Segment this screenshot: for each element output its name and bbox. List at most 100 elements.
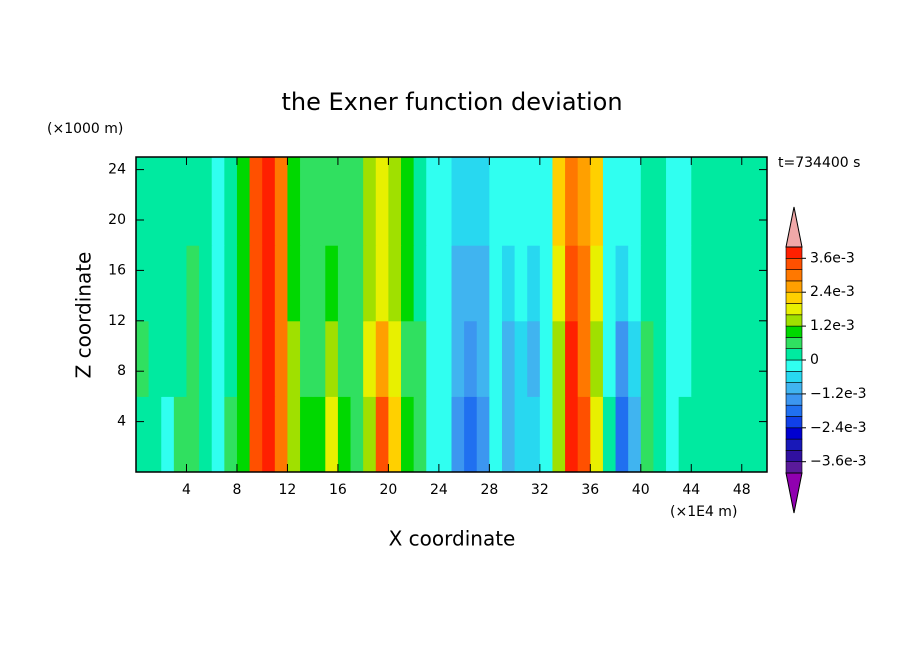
- colorbar-band: [785, 393, 803, 406]
- colorbar-tick-label: 0: [810, 352, 819, 368]
- x-tick-label: 44: [682, 482, 700, 498]
- contour-cell: [337, 320, 352, 397]
- contour-cell: [224, 157, 238, 246]
- contour-cell: [741, 245, 755, 322]
- contour-cell: [729, 157, 743, 246]
- contour-cell: [678, 396, 692, 473]
- contour-cell: [426, 396, 440, 473]
- contour-cell: [401, 320, 415, 397]
- contour-cell: [173, 245, 187, 322]
- contour-cell: [161, 157, 175, 246]
- contour-cell: [287, 157, 301, 246]
- contour-cell: [274, 245, 288, 322]
- contour-cell: [514, 245, 528, 322]
- x-tick-label: 40: [632, 482, 650, 498]
- contour-cell: [476, 320, 490, 397]
- contour-cell: [514, 396, 528, 473]
- contour-cell: [438, 245, 452, 322]
- contour-cell: [678, 245, 692, 322]
- x-tick-label: 8: [232, 482, 241, 498]
- x-tick-label: 32: [531, 482, 549, 498]
- contour-cell: [666, 396, 680, 473]
- contour-cell: [363, 320, 377, 397]
- contour-cell: [501, 157, 516, 246]
- contour-cell: [716, 396, 730, 473]
- contour-cell: [249, 157, 263, 246]
- y-tick-label: 4: [117, 414, 126, 430]
- contour-cell: [590, 396, 604, 473]
- contour-cell: [539, 396, 553, 473]
- contour-cell: [438, 396, 452, 473]
- colorbar-band: [785, 461, 803, 474]
- contour-cell: [451, 245, 465, 322]
- contour-cell: [236, 245, 251, 322]
- contour-cell: [211, 320, 225, 397]
- contour-cell: [628, 320, 642, 397]
- colorbar-tick-label: −1.2e-3: [810, 386, 867, 402]
- contour-cell: [653, 245, 667, 322]
- contour-cell: [653, 157, 667, 246]
- contour-cell: [199, 320, 213, 397]
- x-tick-label: 4: [182, 482, 191, 498]
- contour-cell: [350, 320, 364, 397]
- contour-cell: [287, 396, 301, 473]
- chart-title: the Exner function deviation: [281, 88, 622, 116]
- contour-cell: [729, 396, 743, 473]
- contour-cell: [552, 157, 566, 246]
- contour-cell: [438, 157, 452, 246]
- contour-cell: [199, 157, 213, 246]
- contour-cell: [426, 245, 440, 322]
- colorbar-band: [785, 280, 803, 293]
- contour-cell: [161, 396, 175, 473]
- contour-cell: [186, 320, 200, 397]
- contour-cell: [224, 245, 238, 322]
- contour-cell: [666, 245, 680, 322]
- contour-cell: [577, 320, 591, 397]
- contour-cell: [148, 396, 162, 473]
- contour-cell: [224, 320, 238, 397]
- contour-cell: [602, 157, 617, 246]
- contour-cell: [640, 157, 654, 246]
- contour-cell: [552, 245, 566, 322]
- contour-cell: [577, 396, 591, 473]
- contour-cell: [375, 320, 389, 397]
- contour-cell: [262, 157, 276, 246]
- contour-cell: [161, 320, 175, 397]
- contour-cell: [274, 396, 288, 473]
- contour-cell: [136, 396, 150, 473]
- colorbar-band: [785, 404, 803, 417]
- time-label: t=734400 s: [778, 155, 860, 171]
- contour-cell: [173, 320, 187, 397]
- contour-cell: [527, 396, 541, 473]
- x-tick-label: 12: [279, 482, 297, 498]
- contour-cell: [514, 320, 528, 397]
- contour-cell: [413, 157, 427, 246]
- contour-cell: [337, 245, 352, 322]
- contour-cell: [691, 245, 705, 322]
- contour-cell: [173, 396, 187, 473]
- contour-cell: [300, 245, 314, 322]
- contour-cell: [476, 157, 490, 246]
- contour-cell: [148, 320, 162, 397]
- x-tick-label: 48: [733, 482, 751, 498]
- contour-cell: [754, 396, 768, 473]
- y-unit: (×1000 m): [47, 121, 123, 137]
- contour-cell: [337, 157, 352, 246]
- colorbar-band: [785, 427, 803, 440]
- contour-cell: [350, 245, 364, 322]
- contour-cell: [375, 157, 389, 246]
- colorbar-tick-label: 3.6e-3: [810, 250, 855, 266]
- colorbar-band: [785, 291, 803, 304]
- y-tick-label: 12: [108, 313, 126, 329]
- contour-cell: [489, 245, 503, 322]
- contour-cell: [729, 245, 743, 322]
- colorbar-tick-label: −3.6e-3: [810, 454, 867, 470]
- contour-cell: [401, 245, 415, 322]
- contour-cell: [148, 157, 162, 246]
- contour-cell: [262, 245, 276, 322]
- colorbar-band: [785, 337, 803, 349]
- y-tick-label: 16: [108, 262, 126, 278]
- contour-cell: [363, 245, 377, 322]
- contour-cell: [262, 320, 276, 397]
- contour-cell: [653, 320, 667, 397]
